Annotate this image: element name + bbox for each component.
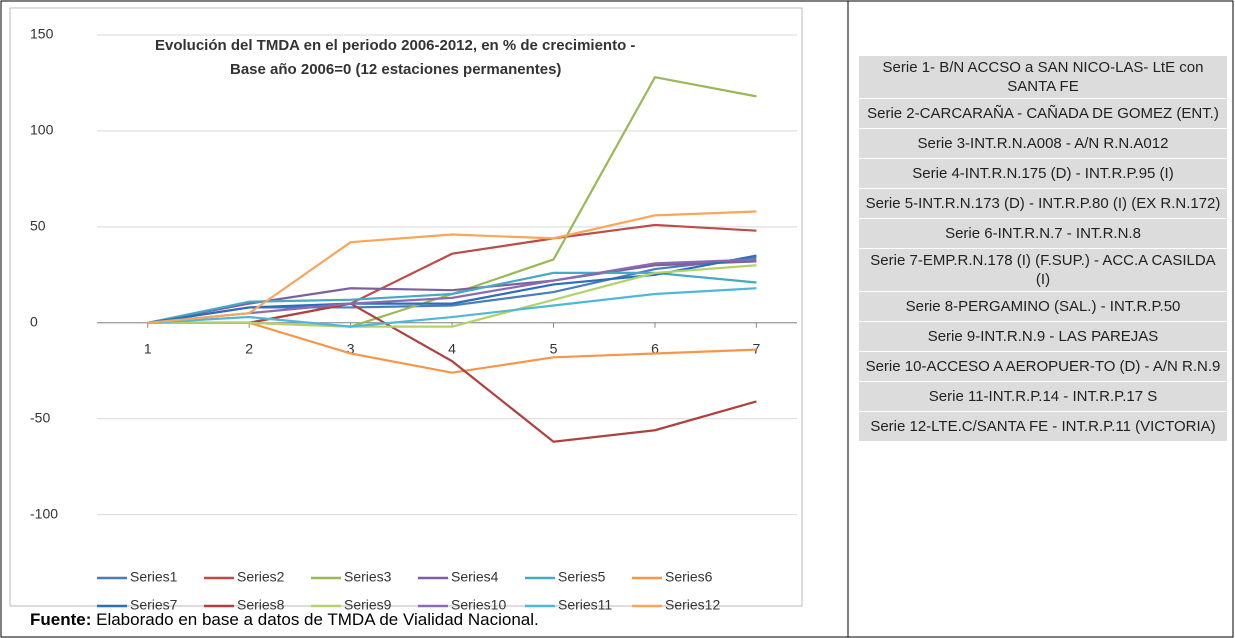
legend-label: Series4: [451, 569, 499, 585]
legend-cell: Serie 1- B/N ACCSO a SAN NICO-LAS- LtE c…: [858, 55, 1228, 99]
legend-cell: Serie 6-INT.R.N.7 - INT.R.N.8: [858, 218, 1228, 249]
source-label: Fuente:: [30, 610, 92, 629]
legend-table: Serie 1- B/N ACCSO a SAN NICO-LAS- LtE c…: [858, 55, 1228, 442]
legend-row: Serie 11-INT.R.P.14 - INT.R.P.17 S: [858, 381, 1228, 412]
y-tick-label: 0: [30, 313, 38, 329]
legend-label: Series2: [237, 569, 285, 585]
legend-cell: Serie 7-EMP.R.N.178 (I) (F.SUP.) - ACC.A…: [858, 248, 1228, 292]
legend-row: Serie 2-CARCARAÑA - CAÑADA DE GOMEZ (ENT…: [858, 98, 1228, 129]
legend-label: Series12: [665, 597, 720, 613]
legend-cell: Serie 4-INT.R.N.175 (D) - INT.R.P.95 (I): [858, 158, 1228, 189]
x-tick-label: 2: [245, 340, 253, 356]
chart-title: Evolución del TMDA en el periodo 2006-20…: [155, 37, 635, 54]
legend-row: Serie 9-INT.R.N.9 - LAS PAREJAS: [858, 321, 1228, 352]
x-tick-label: 4: [448, 340, 456, 356]
legend-label: Series5: [558, 569, 606, 585]
legend-label: Series9: [344, 597, 392, 613]
source-note: Fuente: Elaborado en base a datos de TMD…: [30, 610, 539, 630]
legend-cell: Serie 11-INT.R.P.14 - INT.R.P.17 S: [858, 381, 1228, 412]
y-tick-label: -50: [30, 409, 50, 425]
legend-cell: Serie 10-ACCESO A AEROPUER-TO (D) - A/N …: [858, 351, 1228, 382]
y-tick-label: 150: [30, 26, 54, 42]
chart-title: Base año 2006=0 (12 estaciones permanent…: [230, 61, 561, 78]
series-line: [147, 260, 757, 324]
legend-row: Serie 7-EMP.R.N.178 (I) (F.SUP.) - ACC.A…: [858, 248, 1228, 292]
series-line: [147, 287, 757, 328]
legend-row: Serie 4-INT.R.N.175 (D) - INT.R.P.95 (I): [858, 158, 1228, 189]
legend-label: Series1: [130, 569, 178, 585]
legend-row: Serie 6-INT.R.N.7 - INT.R.N.8: [858, 218, 1228, 249]
legend-row: Serie 10-ACCESO A AEROPUER-TO (D) - A/N …: [858, 351, 1228, 382]
legend-row: Serie 1- B/N ACCSO a SAN NICO-LAS- LtE c…: [858, 55, 1228, 99]
legend-cell: Serie 2-CARCARAÑA - CAÑADA DE GOMEZ (ENT…: [858, 98, 1228, 129]
y-tick-label: 50: [30, 218, 46, 234]
legend-cell: Serie 12-LTE.C/SANTA FE - INT.R.P.11 (VI…: [858, 411, 1228, 442]
series-line: [147, 264, 757, 328]
legend-cell: Serie 5-INT.R.N.173 (D) - INT.R.P.80 (I)…: [858, 188, 1228, 219]
y-tick-label: 100: [30, 122, 54, 138]
x-tick-label: 6: [651, 340, 659, 356]
source-text: Elaborado en base a datos de TMDA de Via…: [91, 610, 539, 629]
x-tick-label: 1: [144, 340, 152, 356]
x-tick-label: 7: [753, 340, 761, 356]
legend-label: Series7: [130, 597, 178, 613]
legend-row: Serie 3-INT.R.N.A008 - A/N R.N.A012: [858, 128, 1228, 159]
legend-row: Serie 12-LTE.C/SANTA FE - INT.R.P.11 (VI…: [858, 411, 1228, 442]
legend-label: Series11: [558, 597, 612, 613]
legend-cell: Serie 8-PERGAMINO (SAL.) - INT.R.P.50: [858, 291, 1228, 322]
legend-row: Serie 8-PERGAMINO (SAL.) - INT.R.P.50: [858, 291, 1228, 322]
x-tick-label: 5: [550, 340, 558, 356]
legend-label: Series3: [344, 569, 392, 585]
series-line: [147, 254, 757, 324]
x-tick-label: 3: [347, 340, 355, 356]
legend-label: Series6: [665, 569, 713, 585]
legend-cell: Serie 3-INT.R.N.A008 - A/N R.N.A012: [858, 128, 1228, 159]
legend-label: Series8: [237, 597, 285, 613]
y-tick-label: -100: [30, 505, 58, 521]
legend-row: Serie 5-INT.R.N.173 (D) - INT.R.P.80 (I)…: [858, 188, 1228, 219]
legend-cell: Serie 9-INT.R.N.9 - LAS PAREJAS: [858, 321, 1228, 352]
series-line: [147, 210, 757, 324]
legend-label: Series10: [451, 597, 506, 613]
